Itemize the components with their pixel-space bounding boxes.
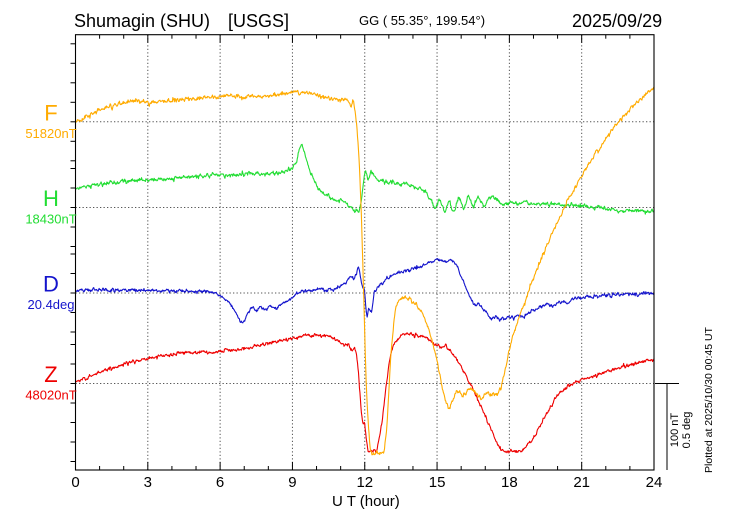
svg-text:18430nT: 18430nT xyxy=(25,212,76,227)
svg-text:20.4deg: 20.4deg xyxy=(28,297,75,312)
svg-text:Shumagin (SHU)[USGS]: Shumagin (SHU) [USGS] xyxy=(74,11,289,31)
svg-text:0: 0 xyxy=(71,474,79,491)
svg-text:18: 18 xyxy=(501,474,518,491)
svg-text:48020nT: 48020nT xyxy=(25,388,76,403)
svg-text:24: 24 xyxy=(646,474,663,491)
svg-text:0.5 deg: 0.5 deg xyxy=(681,412,693,449)
svg-text:51820nT: 51820nT xyxy=(25,126,76,141)
svg-text:H: H xyxy=(43,186,59,211)
svg-text:21: 21 xyxy=(573,474,590,491)
svg-text:U T (hour): U T (hour) xyxy=(332,493,400,510)
svg-text:15: 15 xyxy=(429,474,446,491)
svg-text:12: 12 xyxy=(356,474,373,491)
svg-text:9: 9 xyxy=(288,474,296,491)
svg-text:GG ( 55.35°, 199.54°): GG ( 55.35°, 199.54°) xyxy=(359,13,485,28)
svg-text:F: F xyxy=(44,100,57,125)
svg-text:Plotted at 2025/10/30 00:45 UT: Plotted at 2025/10/30 00:45 UT xyxy=(703,326,715,473)
svg-text:D: D xyxy=(43,272,59,297)
svg-text:6: 6 xyxy=(216,474,224,491)
svg-text:2025/09/29: 2025/09/29 xyxy=(572,11,662,31)
svg-text:100 nT: 100 nT xyxy=(669,413,681,448)
svg-text:3: 3 xyxy=(144,474,152,491)
svg-text:Z: Z xyxy=(44,362,57,387)
